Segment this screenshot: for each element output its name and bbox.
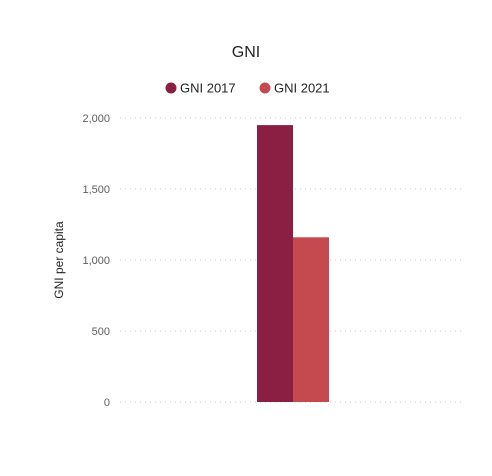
bars bbox=[257, 125, 329, 402]
chart-title: GNI bbox=[232, 44, 260, 61]
y-tick-label: 0 bbox=[104, 397, 110, 409]
y-axis-label: GNI per capita bbox=[52, 221, 66, 299]
y-tick-label: 1,000 bbox=[82, 255, 110, 267]
y-tick-label: 1,500 bbox=[82, 184, 110, 196]
bar-gni-2021[interactable] bbox=[293, 237, 329, 402]
bar-gni-2017[interactable] bbox=[257, 125, 293, 402]
y-axis-ticks: 0 500 1,000 1,500 2,000 bbox=[82, 113, 110, 409]
legend-label-gni-2021: GNI 2021 bbox=[274, 81, 330, 96]
legend: GNI 2017 GNI 2021 bbox=[165, 81, 330, 96]
legend-marker-gni-2017 bbox=[165, 82, 177, 94]
y-tick-label: 2,000 bbox=[82, 113, 110, 125]
legend-marker-gni-2021 bbox=[259, 82, 271, 94]
legend-label-gni-2017: GNI 2017 bbox=[180, 81, 236, 96]
y-tick-label: 500 bbox=[92, 326, 110, 338]
